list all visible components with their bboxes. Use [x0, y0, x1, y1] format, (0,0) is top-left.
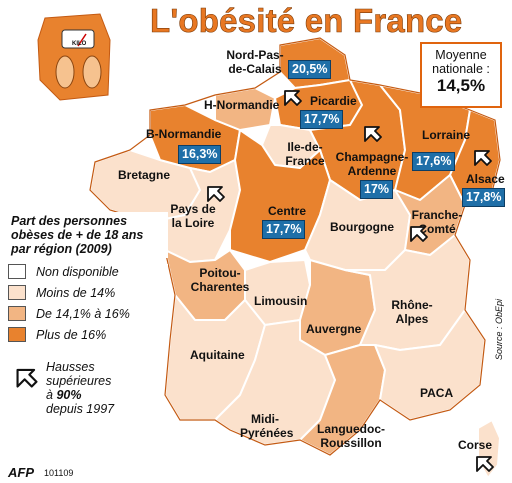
- agency-logo: AFP: [8, 465, 34, 480]
- label-midi: Midi-Pyrénées: [240, 412, 294, 440]
- date-code: 101109: [44, 468, 74, 478]
- label-franche: Franche-Comté: [411, 208, 463, 236]
- source-note: Source : ObEpi: [494, 298, 504, 360]
- label-champagne: Champagne-Ardenne: [335, 150, 409, 178]
- legend-swatch: [8, 285, 26, 300]
- legend: Part des personnes obèses de + de 18 ans…: [8, 212, 168, 342]
- label-corse: Corse: [458, 438, 493, 452]
- svg-text:KILO: KILO: [72, 41, 87, 47]
- legend-swatch: [8, 327, 26, 342]
- arrow-up-icon: [410, 226, 428, 242]
- label-auvergne: Auvergne: [306, 322, 362, 336]
- increase-legend-text: Hausses supérieures à 90% depuis 1997: [46, 360, 115, 416]
- label-bourgogne: Bourgogne: [330, 220, 394, 234]
- national-average-value: 14,5%: [436, 76, 486, 95]
- national-average-box: Moyenne nationale : 14,5%: [420, 42, 502, 108]
- arrow-up-icon: [474, 150, 492, 166]
- value-picardie: 17,7%: [300, 110, 344, 129]
- legend-swatch: [8, 264, 26, 279]
- label-picardie: Picardie: [310, 94, 357, 108]
- label-lorraine: Lorraine: [422, 128, 471, 142]
- value-centre: 17,7%: [262, 220, 306, 239]
- arrow-up-icon: [16, 368, 38, 388]
- arrow-up-icon: [207, 186, 225, 202]
- legend-swatch: [8, 306, 26, 321]
- legend-title: Part des personnes obèses de + de 18 ans…: [8, 212, 168, 258]
- label-idf: Ile-de-France: [285, 140, 325, 168]
- value-alsace: 17,8%: [462, 188, 506, 207]
- legend-label: Moins de 14%: [36, 285, 116, 300]
- legend-item: Plus de 16%: [8, 327, 168, 342]
- label-languedoc: Languedoc-Roussillon: [317, 422, 385, 450]
- legend-label: De 14,1% à 16%: [36, 306, 130, 321]
- label-bnormandie: B-Normandie: [146, 127, 222, 141]
- legend-label: Non disponible: [36, 264, 119, 279]
- label-hnormandie: H-Normandie: [204, 98, 280, 112]
- arrow-up-icon: [284, 90, 302, 106]
- legend-label: Plus de 16%: [36, 327, 107, 342]
- label-poitou: Poitou-Charentes: [190, 266, 250, 294]
- legend-item: De 14,1% à 16%: [8, 306, 168, 321]
- page-title: L'obésité en France: [150, 2, 463, 40]
- value-champagne: 17%: [360, 180, 394, 199]
- increase-legend: Hausses supérieures à 90% depuis 1997: [8, 360, 148, 424]
- label-paca: PACA: [420, 386, 454, 400]
- label-pdl: Pays de la Loire: [170, 202, 216, 230]
- value-lorraine: 17,6%: [412, 152, 456, 171]
- label-bretagne: Bretagne: [118, 168, 171, 182]
- legend-item: Non disponible: [8, 264, 168, 279]
- label-centre: Centre: [268, 204, 307, 218]
- national-average-label: Moyenne nationale :: [432, 48, 490, 76]
- label-alsace: Alsace: [466, 172, 505, 186]
- arrow-up-icon: [476, 456, 494, 472]
- scale-icon: KILO: [37, 13, 111, 101]
- label-limousin: Limousin: [254, 294, 308, 308]
- label-rhone: Rhône-Alpes: [391, 298, 433, 326]
- value-bnormandie: 16,3%: [178, 145, 222, 164]
- value-nord: 20,5%: [288, 60, 332, 79]
- arrow-up-icon: [364, 126, 382, 142]
- label-aquitaine: Aquitaine: [190, 348, 245, 362]
- legend-item: Moins de 14%: [8, 285, 168, 300]
- label-nord: Nord-Pas-de-Calais: [226, 48, 284, 76]
